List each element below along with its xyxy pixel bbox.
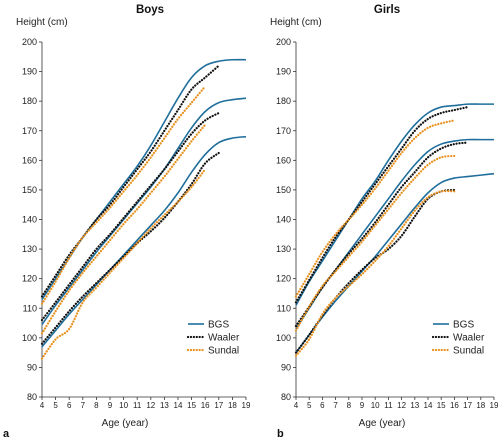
x-tick-label: 12 (146, 401, 155, 410)
series-line-waaler-mid (40, 111, 220, 322)
y-axis-label: Height (cm) (270, 17, 322, 28)
x-tick-label: 8 (94, 401, 99, 410)
panel-title: Girls (374, 4, 400, 16)
panel-title: Boys (136, 4, 164, 16)
x-tick-label: 18 (476, 401, 485, 410)
y-tick-label: 200 (22, 37, 37, 47)
y-tick-label: 150 (22, 185, 37, 195)
x-tick-label: 11 (384, 401, 393, 410)
y-tick-label: 140 (22, 215, 37, 225)
series-line-sundal-low (40, 168, 207, 360)
y-tick-label: 160 (276, 155, 291, 165)
axes-frame (41, 42, 246, 398)
x-tick-label: 14 (174, 401, 183, 410)
x-axis-label: Age (year) (359, 418, 406, 429)
series-line-bgs-low (295, 172, 495, 354)
y-tick-label: 110 (277, 303, 291, 313)
series-line-bgs-mid (41, 97, 247, 325)
y-axis-label: Height (cm) (16, 17, 68, 28)
series-line-waaler-high (294, 105, 469, 304)
series-line-waaler-high (40, 64, 220, 298)
axes-frame (295, 42, 494, 398)
series-line-sundal-mid (294, 154, 456, 332)
x-tick-label: 4 (294, 401, 299, 410)
y-tick-label: 80 (27, 392, 37, 402)
x-tick-label: 16 (450, 401, 459, 410)
x-tick-label: 10 (371, 401, 380, 410)
y-tick-label: 200 (276, 37, 291, 47)
panel-letter: b (277, 428, 284, 440)
y-tick-label: 140 (276, 215, 291, 225)
legend-label-waaler: Waaler (208, 333, 240, 344)
y-tick-label: 190 (22, 67, 37, 77)
x-tick-label: 13 (410, 401, 419, 410)
legend-label-sundal: Sundal (208, 346, 239, 357)
x-tick-label: 16 (201, 401, 210, 410)
y-tick-label: 120 (22, 274, 37, 284)
series-line-bgs-high (41, 58, 247, 300)
series-line-bgs-high (295, 103, 494, 306)
y-tick-label: 190 (276, 67, 291, 77)
series-line-waaler-low (40, 151, 220, 345)
y-tick-label: 130 (22, 244, 37, 254)
x-tick-label: 17 (214, 401, 223, 410)
x-tick-label: 18 (228, 401, 237, 410)
x-tick-label: 13 (160, 401, 169, 410)
panel-letter: a (3, 428, 10, 440)
boys-panel: 80 90 100 110 120 130 140 150 160 170 180 190 200 4 5 6… (3, 4, 251, 440)
series-line-sundal-mid (40, 123, 207, 335)
x-tick-label: 12 (397, 401, 406, 410)
x-tick-label: 9 (108, 401, 113, 410)
x-tick-label: 9 (360, 401, 365, 410)
girls-panel: 80 90 100 110 120 130 140 150 160 170 180 190 200 4 5 6… (270, 4, 499, 440)
x-tick-label: 19 (490, 401, 499, 410)
x-tick-label: 17 (463, 401, 472, 410)
series-line-bgs-mid (295, 138, 494, 330)
y-tick-label: 100 (276, 333, 291, 343)
legend-label-sundal: Sundal (453, 346, 484, 357)
x-tick-label: 5 (53, 401, 58, 410)
y-tick-label: 130 (276, 244, 291, 254)
x-tick-label: 7 (81, 401, 86, 410)
series-line-sundal-high (40, 85, 207, 305)
series-line-bgs-low (41, 135, 247, 348)
x-tick-label: 8 (347, 401, 352, 410)
x-tick-label: 15 (437, 401, 446, 410)
x-tick-label: 10 (119, 401, 128, 410)
x-tick-label: 4 (40, 401, 45, 410)
y-tick-label: 170 (276, 126, 291, 136)
x-axis-label: Age (year) (102, 418, 149, 429)
y-tick-label: 90 (27, 362, 37, 372)
y-tick-label: 110 (23, 303, 37, 313)
x-tick-label: 14 (424, 401, 433, 410)
y-tick-label: 80 (281, 392, 291, 402)
y-tick-label: 180 (276, 96, 291, 106)
legend-label-bgs: BGS (208, 320, 229, 331)
y-tick-label: 100 (22, 333, 37, 343)
y-tick-label: 90 (281, 362, 291, 372)
y-tick-label: 120 (276, 274, 291, 284)
y-tick-label: 170 (22, 126, 37, 136)
series-line-sundal-high (294, 119, 456, 298)
x-tick-label: 15 (187, 401, 196, 410)
x-tick-label: 6 (320, 401, 325, 410)
legend-label-bgs: BGS (453, 320, 474, 331)
x-tick-label: 5 (307, 401, 312, 410)
x-tick-label: 11 (133, 401, 142, 410)
x-tick-label: 19 (242, 401, 251, 410)
series-line-sundal-low (294, 189, 456, 357)
x-tick-label: 7 (333, 401, 338, 410)
y-tick-label: 160 (22, 155, 37, 165)
legend-label-waaler: Waaler (453, 333, 485, 344)
x-tick-label: 6 (67, 401, 72, 410)
y-tick-label: 150 (276, 185, 291, 195)
y-tick-label: 180 (22, 96, 37, 106)
series-line-waaler-low (294, 188, 456, 354)
